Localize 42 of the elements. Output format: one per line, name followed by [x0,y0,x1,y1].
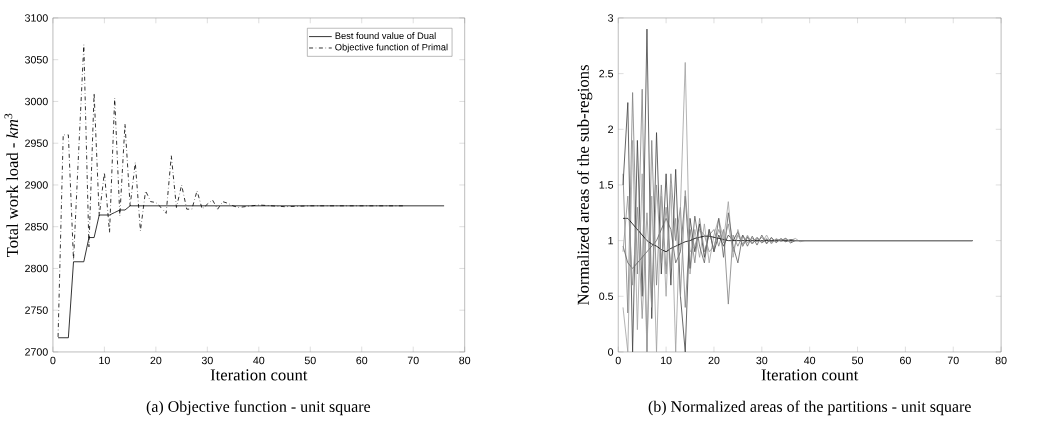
x-tick-label: 70 [947,356,959,365]
y-tick-label: 3050 [24,56,48,64]
y-tick-label: 2900 [25,181,48,189]
y-tick-label: 2700 [25,348,48,356]
y-tick-label: 2750 [25,306,48,315]
y-tick-label: 3100 [24,14,48,22]
x-tick-label: 0 [615,356,621,365]
x-tick-label: 80 [459,356,471,365]
legend-label: Best found value of Dual [335,32,436,40]
x-tick-label: 10 [99,356,110,365]
x-tick-label: 30 [201,356,213,365]
x-tick-label: 50 [304,356,316,365]
text: (b) Normalized areas of the partitions - unit square [648,400,971,416]
y-tick-label: 2.5 [599,70,614,78]
y-tick-label: 1.5 [599,181,614,189]
x-tick-label: 40 [804,356,816,365]
y-axis-title: Normalized areas of the sub-regions [577,65,593,306]
y-tick-label: 0.5 [599,292,614,301]
x-tick-label: 40 [253,356,265,365]
x-tick-label: 80 [995,356,1007,365]
x-tick-label: 50 [852,356,864,365]
y-tick-label: 1 [608,237,614,245]
y-axis-title: Total work load - km$^{3}$ [4,113,19,258]
legend-label: Objective function of Primal [335,43,448,53]
x-tick-label: 70 [407,356,419,365]
x-tick-label: 0 [50,356,56,365]
x-tick-label: 30 [756,356,768,365]
y-tick-label: 3000 [24,97,48,106]
y-tick-label: 2850 [25,223,48,231]
x-axis-title: Iteration count [210,369,308,381]
x-axis-title: Iteration count [761,369,859,381]
text: (a) Objective function - unit square [146,400,371,416]
x-tick-label: 20 [708,356,720,365]
x-tick-label: 60 [900,356,911,365]
x-tick-label: 20 [150,356,162,365]
y-tick-label: 2950 [25,139,48,148]
x-tick-label: 10 [661,356,672,365]
x-tick-label: 60 [356,356,368,365]
y-tick-label: 3 [608,14,614,22]
y-tick-label: 0 [608,348,614,356]
y-tick-label: 2 [608,125,614,134]
y-tick-label: 2800 [25,264,48,273]
